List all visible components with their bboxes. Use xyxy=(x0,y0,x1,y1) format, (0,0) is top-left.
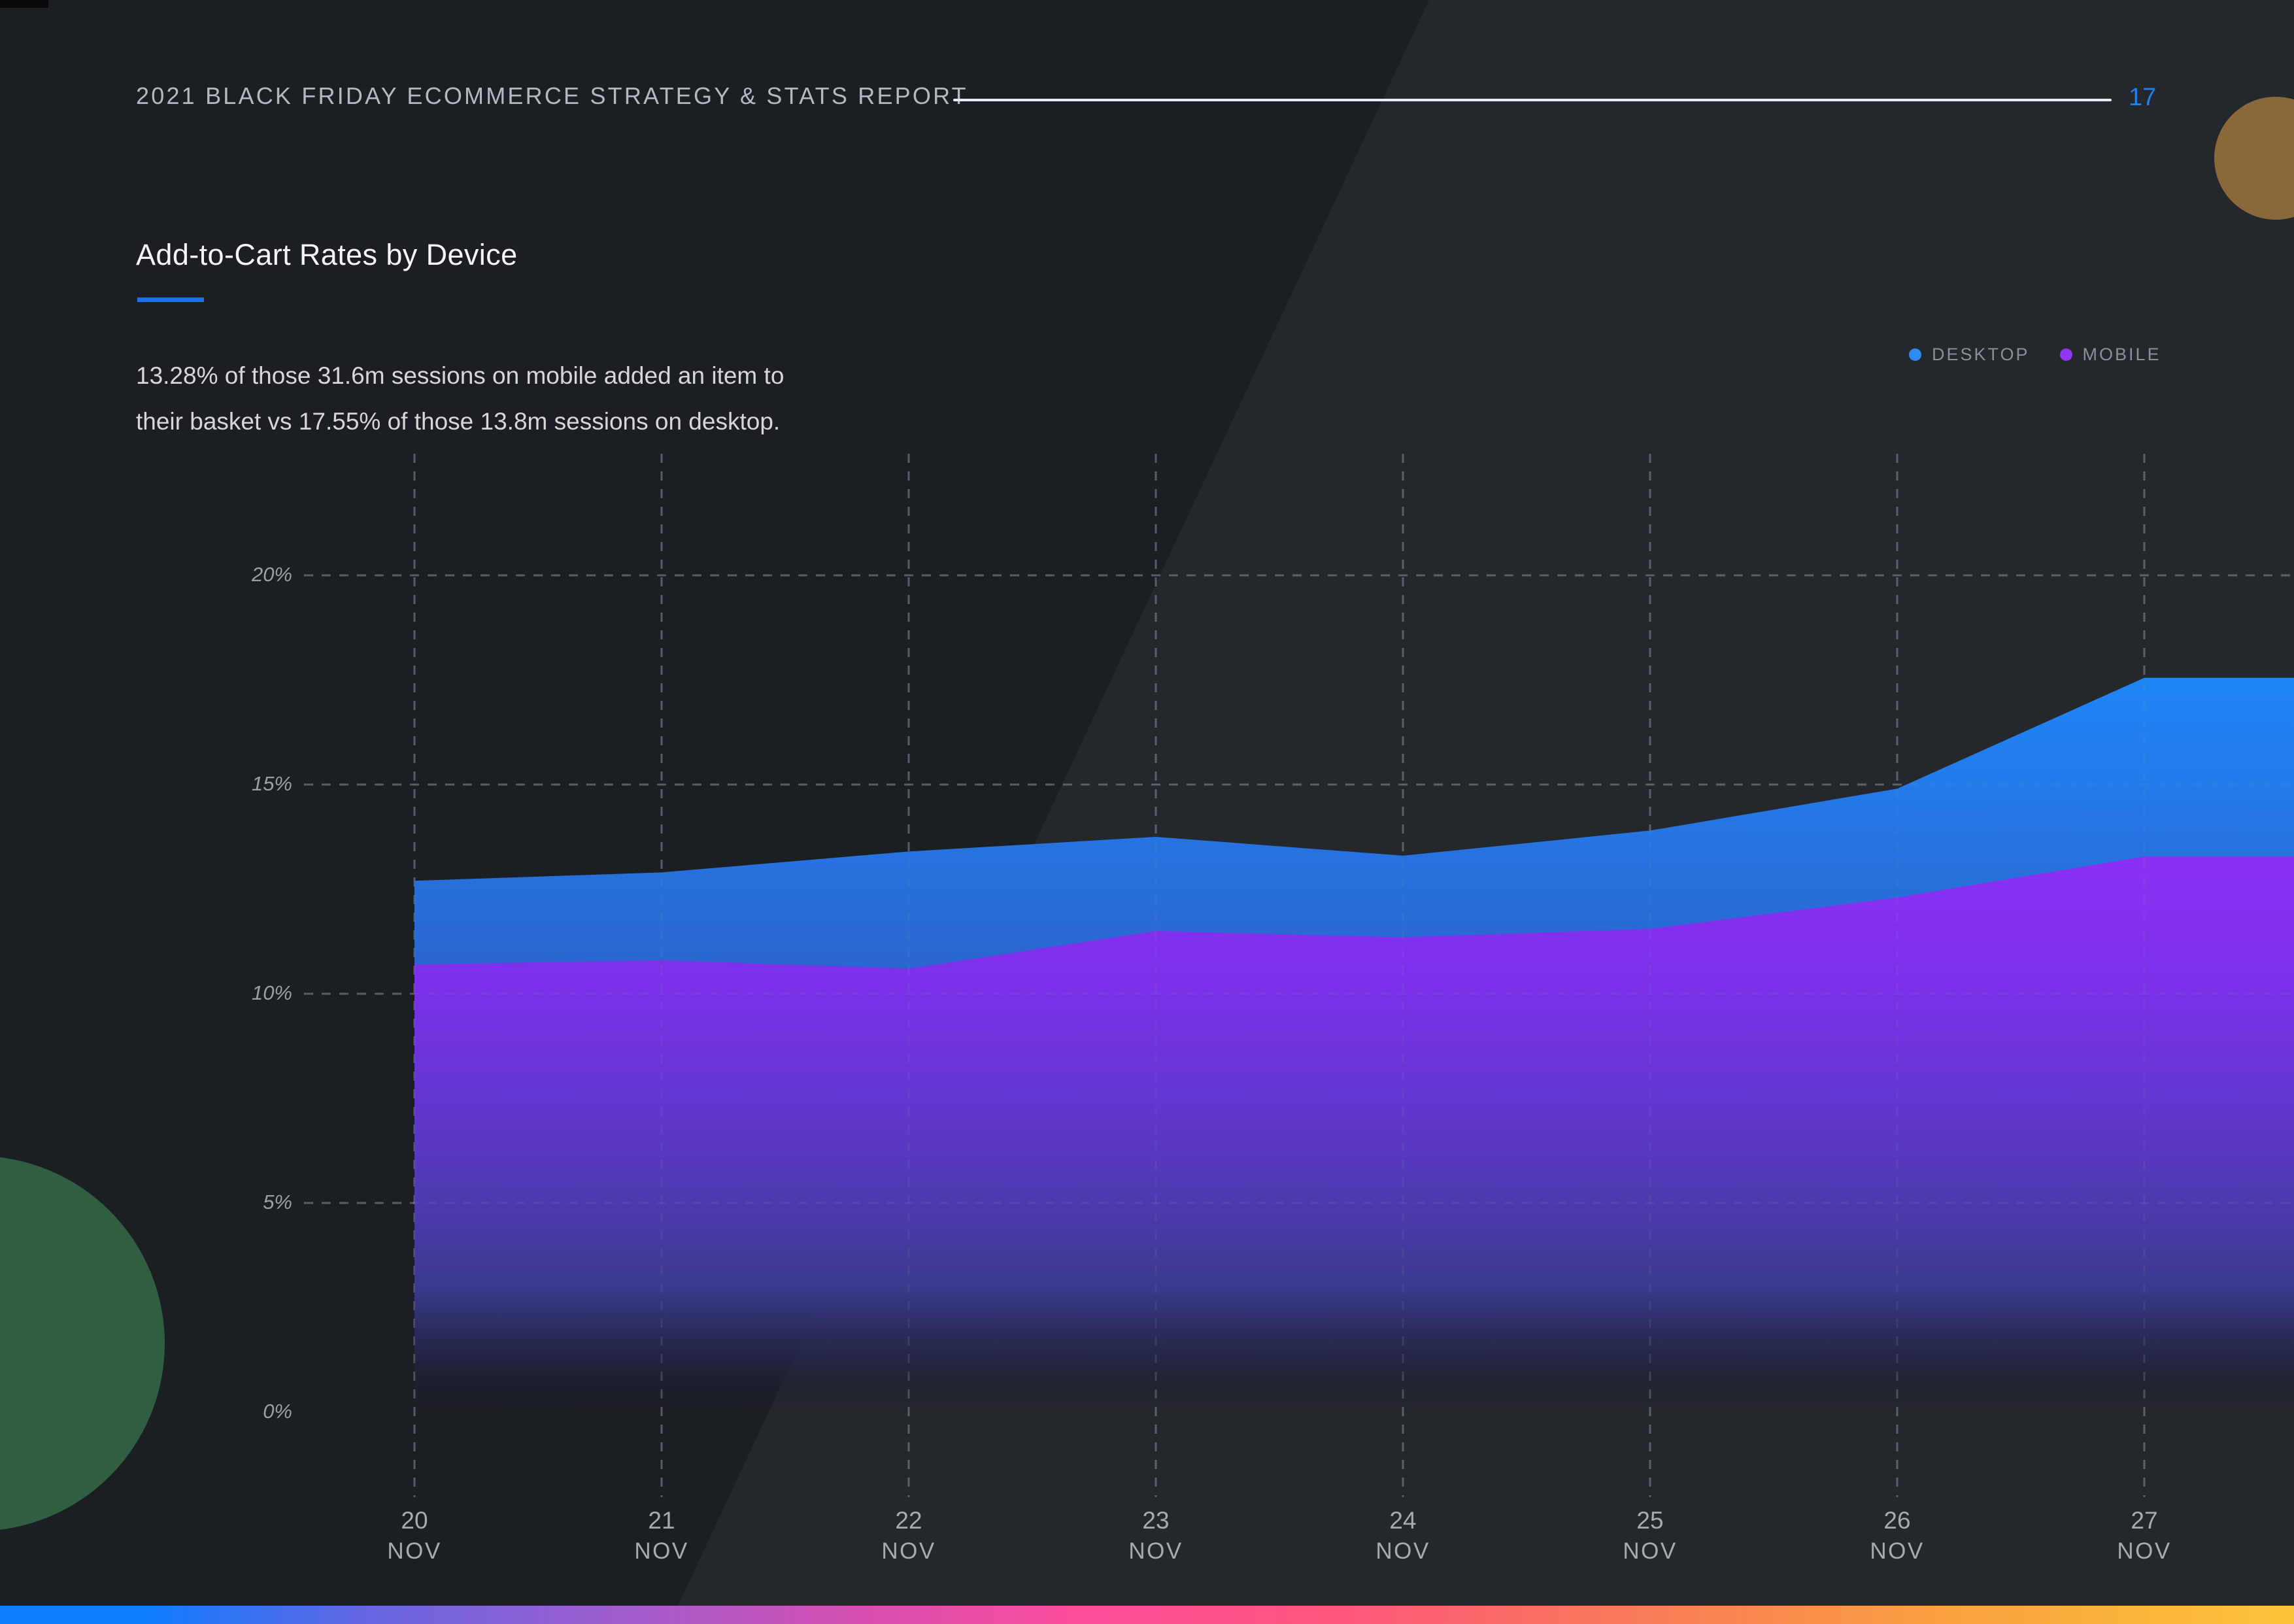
legend-item-desktop: DESKTOP xyxy=(1909,345,2030,365)
x-axis-label-27-nov: 27 NOV xyxy=(2085,1505,2203,1566)
y-axis-label-20: 20% xyxy=(251,563,292,586)
x-axis-label-24-nov: 24 NOV xyxy=(1344,1505,1462,1566)
x-axis-day: 21 xyxy=(648,1507,675,1534)
chart-legend: DESKTOP MOBILE xyxy=(1909,345,2161,365)
y-axis-label-5: 5% xyxy=(263,1191,292,1213)
report-title: 2021 BLACK FRIDAY ECOMMERCE STRATEGY & S… xyxy=(136,82,968,109)
x-axis-day: 25 xyxy=(1636,1507,1664,1534)
x-axis-label-23-nov: 23 NOV xyxy=(1097,1505,1215,1566)
y-axis-label-0: 0% xyxy=(263,1400,292,1423)
x-axis-month: NOV xyxy=(881,1538,936,1564)
x-axis-month: NOV xyxy=(2117,1538,2172,1564)
x-axis-label-25-nov: 25 NOV xyxy=(1591,1505,1709,1566)
y-axis-label-10: 10% xyxy=(251,981,292,1004)
mobile-legend-dot-icon xyxy=(2059,348,2072,361)
x-axis-month: NOV xyxy=(1375,1538,1430,1564)
subtitle-line-2: their basket vs 17.55% of those 13.8m se… xyxy=(136,408,781,435)
legend-label: DESKTOP xyxy=(1932,345,2030,364)
corner-mark xyxy=(0,0,48,8)
x-axis-month: NOV xyxy=(1128,1538,1183,1564)
x-axis-day: 20 xyxy=(401,1507,428,1534)
x-axis-day: 27 xyxy=(2131,1507,2158,1534)
subtitle-line-1: 13.28% of those 31.6m sessions on mobile… xyxy=(136,362,784,389)
x-axis-label-21-nov: 21 NOV xyxy=(603,1505,720,1566)
x-axis-month: NOV xyxy=(634,1538,689,1564)
header-rule xyxy=(953,99,2112,101)
x-axis-month: NOV xyxy=(387,1538,442,1564)
chart-subtitle: 13.28% of those 31.6m sessions on mobile… xyxy=(136,353,784,445)
footer-gradient-bar xyxy=(0,1606,2294,1624)
x-axis-day: 23 xyxy=(1142,1507,1170,1534)
x-axis-label-22-nov: 22 NOV xyxy=(850,1505,968,1566)
title-underline xyxy=(137,297,204,302)
legend-item-mobile: MOBILE xyxy=(2059,345,2161,365)
page-number: 17 xyxy=(2129,84,2157,111)
x-axis-label-20-nov: 20 NOV xyxy=(356,1505,473,1566)
legend-label: MOBILE xyxy=(2082,345,2161,364)
page-title: Add-to-Cart Rates by Device xyxy=(136,238,518,271)
x-axis-day: 22 xyxy=(895,1507,922,1534)
x-axis-label-26-nov: 26 NOV xyxy=(1838,1505,1956,1566)
desktop-legend-dot-icon xyxy=(1909,348,1921,361)
y-axis-label-15: 15% xyxy=(251,772,292,795)
decorative-green-circle xyxy=(0,1156,165,1531)
x-axis-month: NOV xyxy=(1623,1538,1678,1564)
x-axis-day: 26 xyxy=(1883,1507,1911,1534)
x-axis-day: 24 xyxy=(1389,1507,1417,1534)
x-axis-month: NOV xyxy=(1870,1538,1925,1564)
